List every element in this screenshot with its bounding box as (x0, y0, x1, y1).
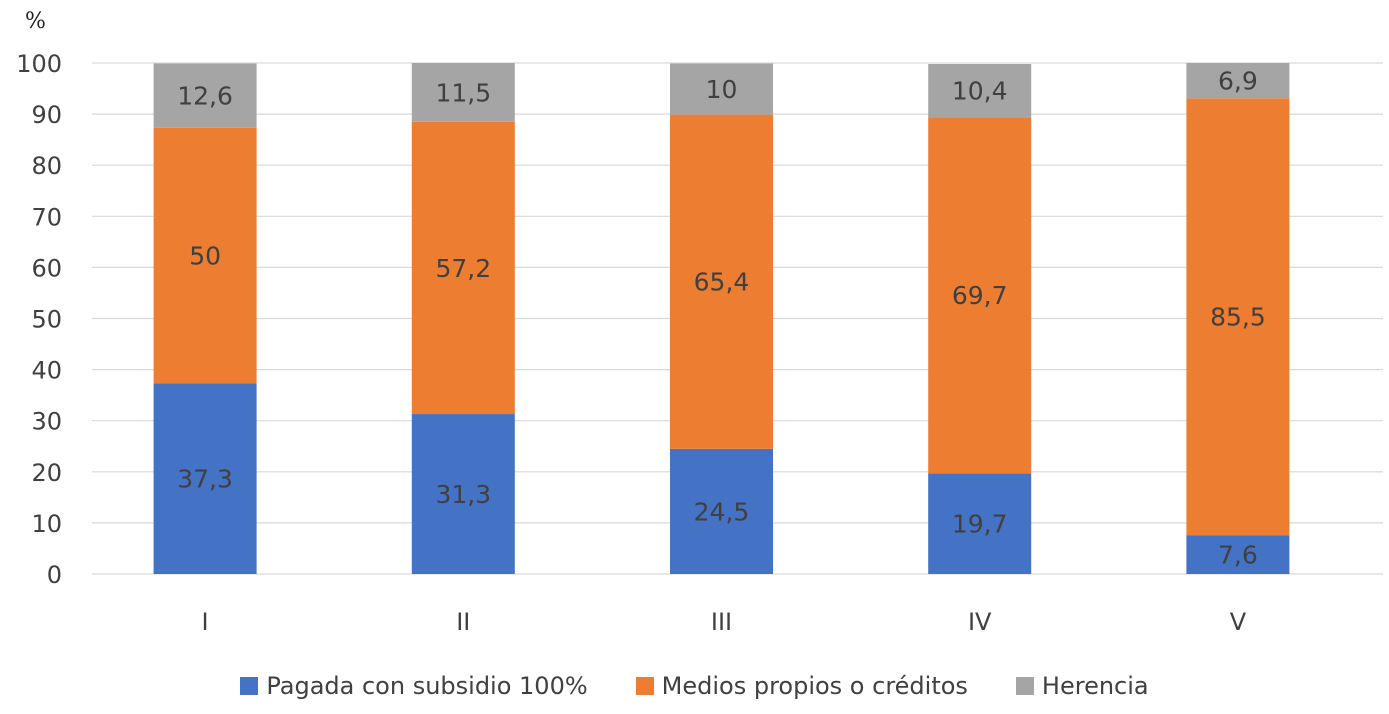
data-label: 37,3 (177, 465, 233, 494)
data-label: 85,5 (1210, 303, 1266, 332)
bar-segment (670, 63, 773, 115)
x-tick-label: II (456, 608, 470, 636)
bar-segment (153, 127, 257, 384)
bar-segment (928, 64, 1032, 118)
x-tick-label: V (1230, 608, 1247, 636)
y-tick-label: 40 (31, 357, 62, 385)
legend-item: Medios propios o créditos (635, 672, 968, 700)
data-label: 50 (189, 242, 221, 271)
y-tick-label: 90 (31, 101, 62, 129)
legend-label: Herencia (1041, 672, 1149, 700)
y-tick-label: 20 (31, 459, 62, 487)
x-tick-label: I (202, 608, 209, 636)
y-tick-label: 60 (31, 254, 62, 282)
legend: Pagada con subsidio 100% Medios propios o… (0, 672, 1389, 700)
legend-swatch (240, 677, 259, 695)
y-axis-ticks: 0 10 20 30 40 50 60 70 80 90 100 (16, 50, 62, 589)
legend-item: Pagada con subsidio 100% (240, 672, 588, 700)
bar-segment (1186, 98, 1290, 536)
x-axis-ticks: I II III IV V (202, 608, 1247, 636)
data-label: 65,4 (694, 268, 750, 297)
data-label: 57,2 (435, 254, 491, 283)
y-tick-label: 80 (31, 152, 62, 180)
legend-label: Pagada con subsidio 100% (266, 672, 588, 700)
bar-segment (153, 383, 257, 574)
bar-segment (670, 448, 773, 574)
bar-segment (153, 63, 257, 128)
data-labels: 37,3 50 12,6 31,3 57,2 11,5 24,5 65,4 10 19,7 69,7… (177, 67, 1265, 570)
y-tick-label: 30 (31, 408, 62, 436)
x-tick-label: III (711, 608, 732, 636)
bar-segment (411, 121, 515, 415)
bar-segment (1186, 63, 1290, 99)
y-tick-label: 100 (16, 50, 62, 78)
data-label: 31,3 (435, 480, 491, 509)
bar-segment (411, 414, 515, 574)
bar-segment (1186, 535, 1290, 574)
legend-swatch (635, 677, 654, 695)
legend-swatch (1015, 677, 1034, 695)
y-tick-label: 0 (47, 561, 62, 589)
data-label: 6,9 (1218, 67, 1258, 96)
x-tick-label: IV (968, 608, 992, 636)
data-label: 10 (706, 75, 738, 104)
legend-item: Herencia (1015, 672, 1149, 700)
data-label: 19,7 (952, 510, 1008, 539)
bars (153, 63, 1290, 574)
data-label: 12,6 (177, 82, 233, 111)
y-tick-label: 50 (31, 306, 62, 334)
data-label: 11,5 (435, 78, 491, 107)
bar-segment (928, 117, 1032, 474)
bar-segment (928, 473, 1032, 574)
bar-segment (411, 63, 515, 122)
bar-segment (670, 114, 773, 449)
data-label: 24,5 (694, 497, 750, 526)
y-tick-label: 10 (31, 510, 62, 538)
data-label: 69,7 (952, 281, 1008, 310)
y-unit-label: % (25, 9, 46, 34)
y-tick-label: 70 (31, 203, 62, 231)
data-label: 10,4 (952, 77, 1008, 106)
data-label: 7,6 (1218, 541, 1258, 570)
legend-label: Medios propios o créditos (661, 672, 968, 700)
